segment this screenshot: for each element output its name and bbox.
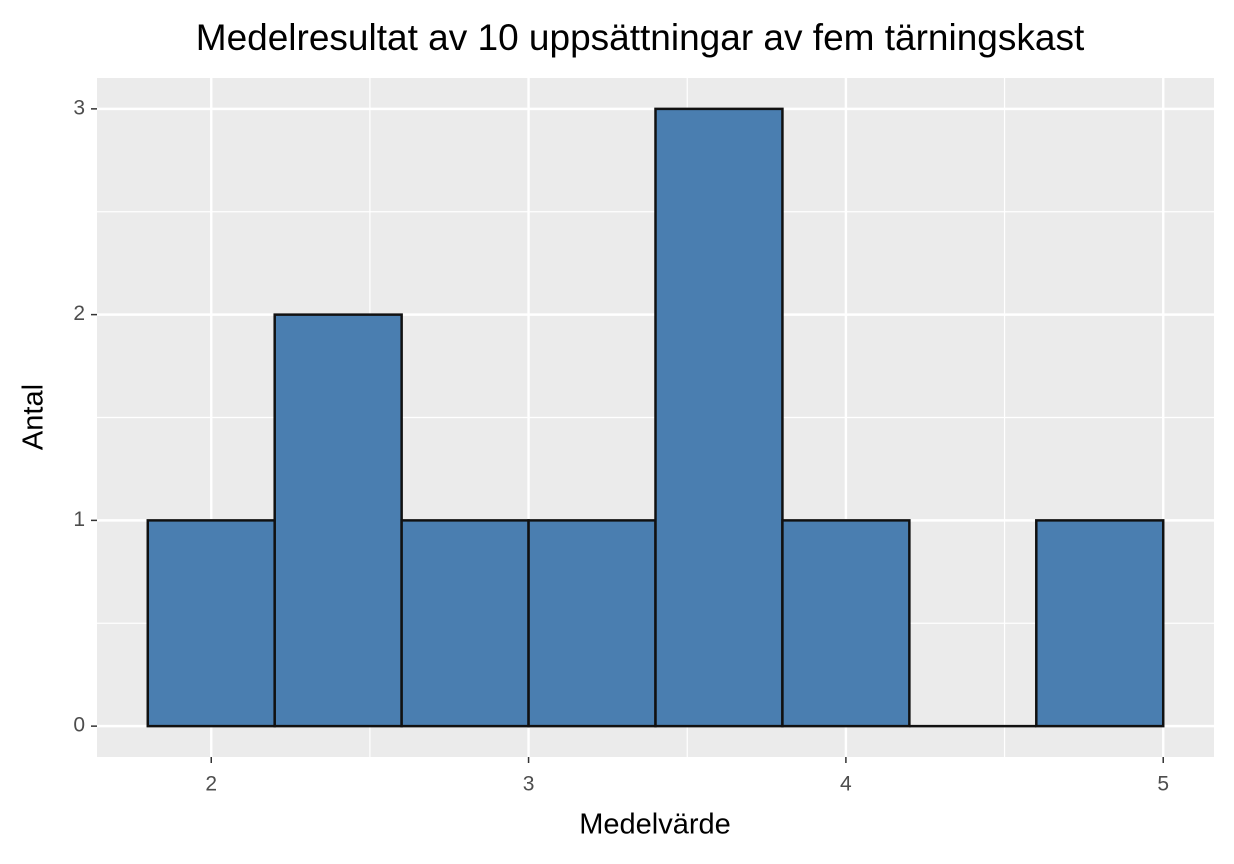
x-axis-label: Medelvärde	[579, 809, 731, 841]
bar	[273, 313, 403, 728]
y-tick-label: 3	[73, 96, 85, 119]
bar	[527, 519, 657, 728]
x-tick-label: 2	[205, 773, 217, 796]
x-tick-label: 4	[840, 773, 852, 796]
chart-title: Medelresultat av 10 uppsättningar av fem…	[196, 17, 1085, 58]
y-tick-label: 1	[73, 508, 85, 531]
x-tick-label: 5	[1157, 773, 1169, 796]
bar	[654, 107, 784, 728]
y-tick-label: 2	[73, 302, 85, 325]
bar	[146, 519, 276, 728]
bar	[1035, 519, 1165, 728]
x-tick-label: 3	[523, 773, 535, 796]
bar	[400, 519, 530, 728]
y-axis-label: Antal	[18, 384, 50, 450]
bar	[781, 519, 911, 728]
y-tick-label: 0	[73, 714, 85, 737]
